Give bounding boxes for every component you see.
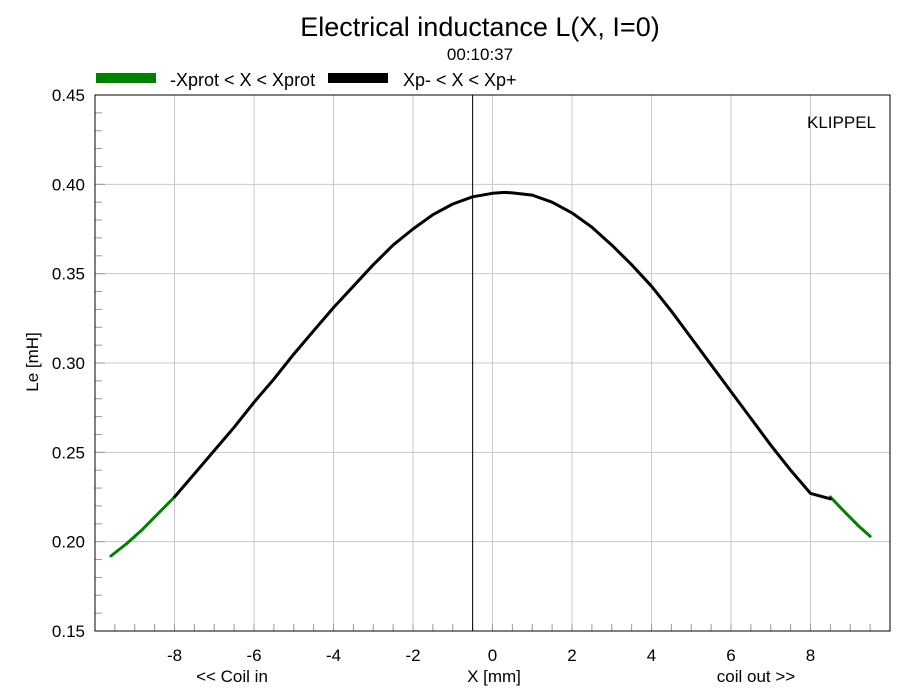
plot-frame xyxy=(94,94,891,632)
legend-label-green: -Xprot < X < Xprot xyxy=(170,70,315,90)
x-tick-label: -6 xyxy=(246,646,261,665)
x-tick-label: 4 xyxy=(647,646,656,665)
legend-label-black: Xp- < X < Xp+ xyxy=(403,70,517,90)
series-line-0-1 xyxy=(828,495,872,538)
chart-title: Electrical inductance L(X, I=0) xyxy=(300,12,659,42)
x-tick-label: 0 xyxy=(488,646,497,665)
x-tick-label: 8 xyxy=(806,646,815,665)
y-tick-label: 0.30 xyxy=(52,354,85,373)
legend: -Xprot < X < Xprot Xp- < X < Xp+ xyxy=(96,70,517,90)
series xyxy=(109,190,872,558)
y-tick-label: 0.25 xyxy=(52,443,85,462)
x-tick-label: -8 xyxy=(167,646,182,665)
x-axis-label: X [mm] xyxy=(467,667,521,686)
legend-swatch-black xyxy=(328,73,388,83)
y-tick-label: 0.45 xyxy=(52,86,85,105)
x-tick-labels: -8 -6 -4 -2 0 2 4 6 8 xyxy=(167,646,815,665)
x-tick-label: -2 xyxy=(405,646,420,665)
grid xyxy=(95,95,890,631)
x-tick-label: -4 xyxy=(326,646,341,665)
chart-timestamp: 00:10:37 xyxy=(447,45,513,64)
y-tick-label: 0.15 xyxy=(52,622,85,641)
x-tick-label: 6 xyxy=(726,646,735,665)
x-axis-label-right: coil out >> xyxy=(717,667,796,686)
x-axis-label-left: << Coil in xyxy=(196,667,268,686)
y-axis-label: Le [mH] xyxy=(23,332,42,392)
series-line-1-0 xyxy=(173,190,832,501)
y-tick-label: 0.20 xyxy=(52,533,85,552)
y-tick-label: 0.40 xyxy=(52,175,85,194)
x-tick-label: 2 xyxy=(567,646,576,665)
brand-label: KLIPPEL xyxy=(807,113,876,132)
y-tick-labels: 0.15 0.20 0.25 0.30 0.35 0.40 0.45 xyxy=(52,86,85,641)
y-tick-label: 0.35 xyxy=(52,265,85,284)
legend-swatch-green xyxy=(96,73,156,83)
series-line-0-0 xyxy=(109,495,176,558)
